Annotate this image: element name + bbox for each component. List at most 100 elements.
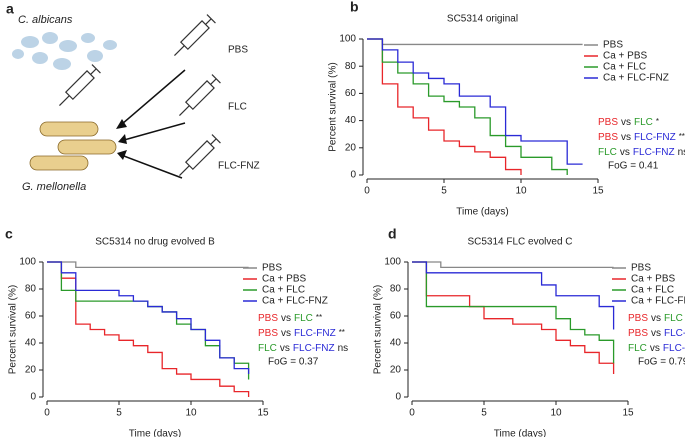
survival-curve: [367, 38, 583, 165]
y-axis-title: Percent survival (%): [328, 62, 339, 151]
y-tick-label: 80: [25, 284, 37, 295]
x-tick-label: 10: [550, 408, 562, 419]
legend-label: Ca + FLC: [603, 62, 646, 73]
panel-letter: b: [350, 0, 359, 15]
stat-part: FLC-FNZ: [663, 343, 685, 354]
x-tick-label: 0: [364, 186, 370, 197]
stat-part: vs: [621, 117, 631, 128]
y-tick-label: 40: [390, 338, 402, 349]
chart-title: SC5314 no drug evolved B: [95, 237, 215, 248]
x-tick-label: 5: [116, 408, 122, 419]
panel-letter: c: [5, 226, 13, 242]
stat-part: **: [316, 313, 322, 322]
survival-curve: [367, 38, 522, 175]
syringes: [59, 14, 221, 176]
y-tick-label: 20: [390, 365, 402, 376]
stat-part: PBS: [598, 117, 618, 128]
legend-label: PBS: [603, 40, 623, 51]
stat-part: PBS: [258, 313, 278, 324]
larvae: [29, 121, 117, 171]
y-tick-label: 60: [25, 311, 37, 322]
treatment-label: PBS: [228, 45, 248, 56]
x-tick-label: 10: [515, 186, 527, 197]
legend-label: Ca + FLC: [631, 285, 674, 296]
legend-label: Ca + FLC-FNZ: [603, 73, 669, 84]
y-tick-label: 0: [30, 392, 36, 403]
stat-part: vs: [620, 147, 630, 158]
y-axis-title: Percent survival (%): [373, 285, 384, 374]
panel-a: a C. albicans G. mellonella PBS FLC FLC-…: [6, 1, 260, 193]
stat-annotation: PBSvsFLCns: [628, 313, 685, 324]
y-tick-label: 40: [25, 338, 37, 349]
x-axis-title: Time (days): [456, 207, 508, 218]
stat-part: FLC-FNZ: [633, 147, 675, 158]
stat-part: FLC: [628, 343, 647, 354]
stat-part: ns: [678, 147, 685, 158]
stat-part: FLC-FNZ: [294, 328, 336, 339]
x-tick-label: 15: [592, 186, 604, 197]
chart-panel: d SC5314 FLC evolved C Time (days) Percent …: [373, 226, 685, 437]
y-tick-label: 0: [350, 170, 356, 181]
stat-annotation: PBS vs FLC **: [258, 313, 322, 324]
legend-label: PBS: [631, 263, 651, 274]
legend-label: Ca + FLC: [262, 285, 305, 296]
x-tick-label: 5: [441, 186, 447, 197]
survival-curve: [47, 261, 249, 269]
x-tick-label: 15: [622, 408, 634, 419]
stat-part: FLC-FNZ: [664, 328, 685, 339]
x-axis-title: Time (days): [494, 429, 546, 437]
y-tick-label: 20: [345, 142, 357, 153]
x-tick-label: 10: [185, 408, 197, 419]
y-tick-label: 60: [345, 88, 357, 99]
chart-panel: c SC5314 no drug evolved B Time (days) Perc…: [5, 226, 348, 437]
stat-part: FLC-FNZ: [634, 132, 676, 143]
fog-label: FoG = 0.79: [638, 357, 685, 368]
legend-label: Ca + FLC-FNZ: [262, 296, 328, 307]
treatment-label: FLC: [228, 102, 247, 113]
stat-part: PBS: [628, 313, 648, 324]
survival-curve: [412, 261, 615, 330]
chart-title: SC5314 FLC evolved C: [467, 237, 572, 248]
stat-part: FLC: [634, 117, 653, 128]
panel-letter: a: [6, 1, 14, 17]
legend-label: Ca + PBS: [631, 274, 676, 285]
stat-part: PBS: [628, 328, 648, 339]
legend-label: Ca + PBS: [603, 51, 648, 62]
stat-part: FLC: [598, 147, 617, 158]
legend-label: Ca + PBS: [262, 274, 307, 285]
stat-part: **: [339, 328, 345, 337]
stat-part: *: [656, 117, 659, 126]
y-tick-label: 80: [390, 284, 402, 295]
y-tick-label: 100: [19, 257, 36, 268]
survival-curve: [412, 261, 615, 364]
fog-label: FoG = 0.37: [268, 357, 319, 368]
panel-letter: d: [388, 226, 397, 242]
y-tick-label: 100: [339, 34, 356, 45]
survival-curve: [412, 261, 614, 269]
x-tick-label: 15: [257, 408, 269, 419]
stat-part: PBS: [258, 328, 278, 339]
chart-title: SC5314 original: [447, 14, 518, 25]
host-label: G. mellonella: [22, 181, 86, 193]
x-tick-label: 0: [44, 408, 50, 419]
stat-part: vs: [651, 313, 661, 324]
stat-part: FLC: [258, 343, 277, 354]
x-tick-label: 5: [481, 408, 487, 419]
y-axis-title: Percent survival (%): [8, 285, 19, 374]
organism-label: C. albicans: [18, 14, 73, 26]
y-tick-label: 100: [384, 257, 401, 268]
stat-part: FLC: [664, 313, 683, 324]
survival-curve: [412, 261, 615, 375]
chart-panel: b SC5314 original Time (days) Percent survi…: [328, 0, 685, 218]
stat-part: vs: [281, 313, 291, 324]
survival-curve: [47, 261, 250, 375]
stat-part: vs: [280, 343, 290, 354]
survival-curve: [367, 38, 583, 46]
arrows: [121, 69, 186, 179]
